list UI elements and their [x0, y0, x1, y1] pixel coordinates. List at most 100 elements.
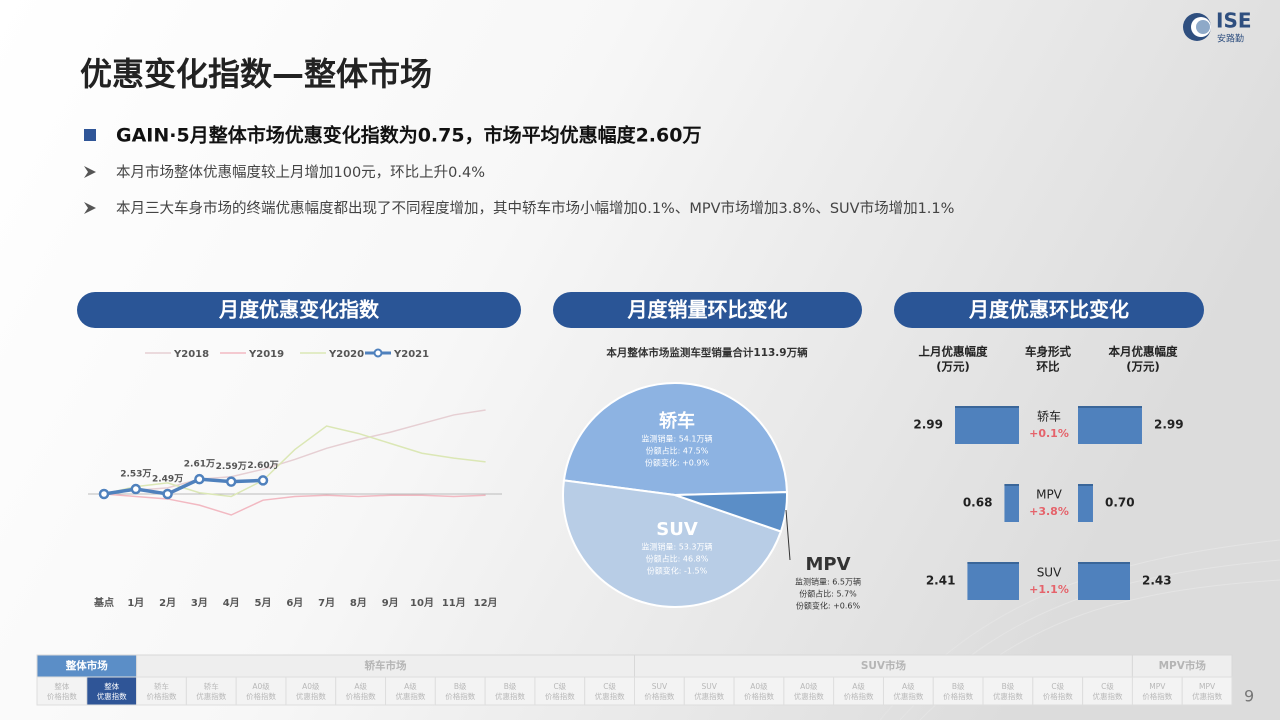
category-label: 轿车: [1037, 409, 1061, 424]
nav-item[interactable]: [136, 676, 187, 706]
leader-line: [785, 509, 791, 561]
nav-item[interactable]: [1032, 676, 1084, 706]
nav-item[interactable]: [733, 676, 785, 706]
nav-item-label[interactable]: 价格指数: [445, 691, 475, 701]
nav-item-label[interactable]: 优惠指数: [97, 691, 127, 701]
nav-item-label[interactable]: 价格指数: [844, 691, 874, 701]
nav-item[interactable]: [833, 676, 884, 706]
nav-group-label[interactable]: 轿车市场: [365, 659, 407, 672]
column-header: 本月优惠幅度: [1109, 345, 1178, 359]
nav-item-label[interactable]: 优惠指数: [993, 691, 1023, 701]
nav-item-label[interactable]: B级: [1002, 681, 1015, 691]
nav-item-label[interactable]: 价格指数: [744, 691, 774, 701]
nav-item[interactable]: [683, 676, 735, 706]
nav-item-label[interactable]: A级: [902, 681, 915, 691]
nav-item-label[interactable]: 轿车: [204, 681, 219, 691]
nav-group-label[interactable]: SUV市场: [861, 659, 907, 672]
nav-item[interactable]: [932, 676, 984, 706]
value-label: 2.43: [1142, 574, 1172, 588]
nav-item-label[interactable]: 整体: [104, 681, 119, 691]
title: 优惠变化指数—整体市场: [80, 55, 432, 93]
nav-group-label[interactable]: 整体市场: [65, 659, 108, 672]
nav-item-label[interactable]: 优惠指数: [196, 691, 226, 701]
nav-item-label[interactable]: MPV: [1149, 682, 1166, 691]
bar-edge: [1078, 406, 1142, 408]
nav-item-label[interactable]: 优惠指数: [1192, 691, 1222, 701]
nav-item-label[interactable]: 优惠指数: [794, 691, 824, 701]
nav-item-label[interactable]: SUV: [701, 682, 717, 691]
panel-header: [894, 292, 1204, 328]
nav-item-label[interactable]: A0级: [252, 681, 270, 691]
category-label: SUV: [1037, 566, 1062, 580]
nav-item-label[interactable]: B级: [504, 681, 517, 691]
nav-item-label[interactable]: 价格指数: [346, 691, 376, 701]
nav-item-label[interactable]: A级: [404, 681, 417, 691]
nav-item[interactable]: [982, 676, 1034, 706]
nav-item[interactable]: [783, 676, 835, 706]
x-tick-label: 4月: [223, 597, 240, 609]
nav-item-label[interactable]: B级: [454, 681, 467, 691]
nav-item-label[interactable]: 优惠指数: [395, 691, 425, 701]
nav-item[interactable]: [385, 676, 436, 706]
nav-item-label[interactable]: 整体: [54, 681, 69, 691]
nav-item-label[interactable]: 轿车: [154, 681, 169, 691]
line-marker: [130, 483, 142, 495]
nav-item[interactable]: [86, 676, 138, 706]
line-series: [103, 425, 486, 498]
nav-item-label[interactable]: 价格指数: [644, 691, 674, 701]
bar-edge: [1004, 484, 1019, 486]
nav-item[interactable]: [1082, 676, 1133, 706]
bar: [1004, 484, 1019, 522]
nav-item-label[interactable]: SUV: [652, 682, 668, 691]
nav-item-label[interactable]: A0级: [302, 681, 320, 691]
nav-item[interactable]: [534, 676, 586, 706]
panel-title: 月度优惠变化指数: [218, 298, 380, 322]
nav-item[interactable]: [882, 676, 934, 706]
nav-item[interactable]: [1131, 676, 1183, 706]
slice-detail: 份额变化: +0.6%: [796, 601, 861, 611]
nav-item[interactable]: [484, 676, 536, 706]
bullet-square: [84, 129, 96, 141]
bullet-arrow: [84, 166, 96, 178]
nav-item-label[interactable]: C级: [603, 681, 616, 691]
nav-item-label[interactable]: 价格指数: [1043, 691, 1073, 701]
nav-item-label[interactable]: A级: [354, 681, 367, 691]
nav-item-label[interactable]: C级: [1051, 681, 1064, 691]
pie-slice: [562, 479, 783, 608]
nav-item[interactable]: [235, 676, 287, 706]
bullet-text: 本月三大车身市场的终端优惠幅度都出现了不同程度增加，其中轿车市场小幅增加0.1%…: [116, 200, 954, 217]
bar-edge: [955, 406, 1019, 408]
nav-item-label[interactable]: C级: [553, 681, 566, 691]
nav-item-label[interactable]: 优惠指数: [595, 691, 625, 701]
nav-item-label[interactable]: A0级: [800, 681, 818, 691]
nav-item-label[interactable]: 价格指数: [943, 691, 973, 701]
panel-title: 月度优惠环比变化: [968, 298, 1129, 322]
nav-item[interactable]: [335, 676, 387, 706]
nav-item-label[interactable]: A级: [852, 681, 865, 691]
logo: ISE 安路勤: [1183, 9, 1252, 45]
nav-item-label[interactable]: 优惠指数: [296, 691, 326, 701]
nav-item-label[interactable]: 优惠指数: [694, 691, 724, 701]
nav-item-label[interactable]: 优惠指数: [893, 691, 923, 701]
nav-item-label[interactable]: 价格指数: [246, 691, 276, 701]
line-marker: [98, 488, 110, 500]
line-marker: [162, 488, 173, 500]
nav-item-label[interactable]: MPV: [1199, 682, 1216, 691]
nav-item-label[interactable]: C级: [1101, 681, 1114, 691]
nav-item-label[interactable]: B级: [952, 681, 965, 691]
legend-marker: [373, 348, 383, 358]
nav-item-label[interactable]: 优惠指数: [1093, 691, 1123, 701]
value-label: 0.70: [1105, 496, 1135, 510]
nav-item-label[interactable]: 价格指数: [146, 691, 176, 701]
nav-item-label[interactable]: 价格指数: [1142, 691, 1172, 701]
nav-item-label[interactable]: 价格指数: [47, 691, 77, 701]
nav-item[interactable]: [584, 676, 635, 706]
line-marker: [257, 475, 269, 486]
legend-label: Y2021: [393, 349, 429, 360]
nav-item-label[interactable]: 价格指数: [545, 691, 575, 701]
nav-item-label[interactable]: 优惠指数: [495, 691, 525, 701]
nav-group-label[interactable]: MPV市场: [1159, 659, 1207, 672]
nav-item[interactable]: [1181, 676, 1233, 706]
nav-item-label[interactable]: A0级: [750, 681, 768, 691]
nav-item[interactable]: [36, 676, 88, 706]
